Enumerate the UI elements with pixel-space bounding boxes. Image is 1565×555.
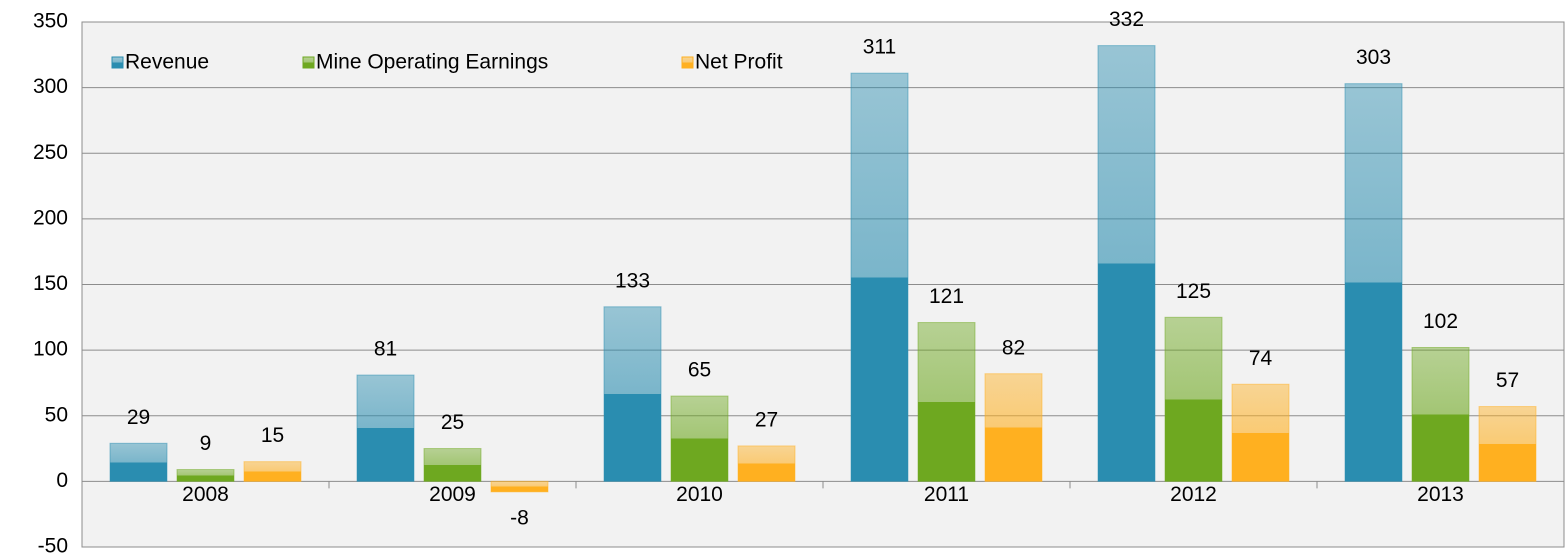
data-label: 81 [374, 338, 397, 361]
data-label: 102 [1423, 310, 1458, 333]
bar [356, 374, 415, 482]
y-tick-label: 300 [33, 75, 68, 98]
y-tick-label: 50 [45, 403, 68, 426]
bar [917, 322, 976, 482]
x-tick-label: 2008 [182, 483, 229, 506]
legend-label: Net Profit [695, 51, 783, 74]
legend: Revenue Mine Operating Earnings Net Profit [111, 51, 783, 74]
data-label: 65 [688, 359, 711, 382]
data-label: 74 [1249, 347, 1273, 370]
bar [670, 395, 729, 482]
bar [737, 445, 796, 482]
bar [984, 373, 1043, 482]
y-tick-label: 250 [33, 141, 68, 164]
bar [1231, 383, 1290, 482]
legend-swatch [111, 56, 124, 69]
y-tick-label: 0 [56, 469, 68, 492]
x-tick-label: 2012 [1170, 483, 1217, 506]
data-label: 27 [755, 408, 778, 431]
bar [423, 448, 482, 482]
data-label: 15 [261, 424, 284, 447]
legend-label: Revenue [125, 51, 209, 74]
data-label: 29 [127, 406, 150, 429]
bar [243, 461, 302, 482]
data-label: 133 [615, 269, 650, 292]
data-label: 303 [1356, 46, 1391, 69]
data-label: 311 [863, 36, 896, 59]
y-tick-label: 100 [33, 338, 68, 361]
y-tick-label: -50 [38, 535, 68, 555]
data-label: 125 [1176, 280, 1211, 303]
legend-swatch [302, 56, 315, 69]
bar [109, 442, 168, 482]
x-tick-label: 2010 [676, 483, 723, 506]
data-label: -8 [510, 506, 529, 529]
bar [1097, 45, 1156, 482]
data-label: 332 [1109, 8, 1144, 31]
data-label: 57 [1496, 369, 1519, 392]
bar [176, 469, 235, 482]
legend-label: Mine Operating Earnings [316, 51, 548, 74]
bar [490, 480, 549, 493]
data-label: 82 [1002, 336, 1025, 359]
bar [603, 306, 662, 482]
data-label: 25 [441, 411, 464, 434]
x-tick-label: 2013 [1417, 483, 1464, 506]
x-tick-label: 2009 [429, 483, 476, 506]
bar [850, 72, 909, 482]
y-tick-label: 200 [33, 206, 68, 229]
bar [1344, 83, 1403, 482]
legend-swatch [681, 56, 694, 69]
bar [1478, 406, 1537, 482]
bar [1164, 316, 1223, 482]
y-tick-label: 350 [33, 10, 68, 33]
data-label: 121 [929, 285, 964, 308]
x-tick-label: 2011 [924, 483, 969, 506]
bar [1411, 347, 1470, 482]
data-label: 9 [200, 432, 212, 455]
y-tick-label: 150 [33, 272, 68, 295]
